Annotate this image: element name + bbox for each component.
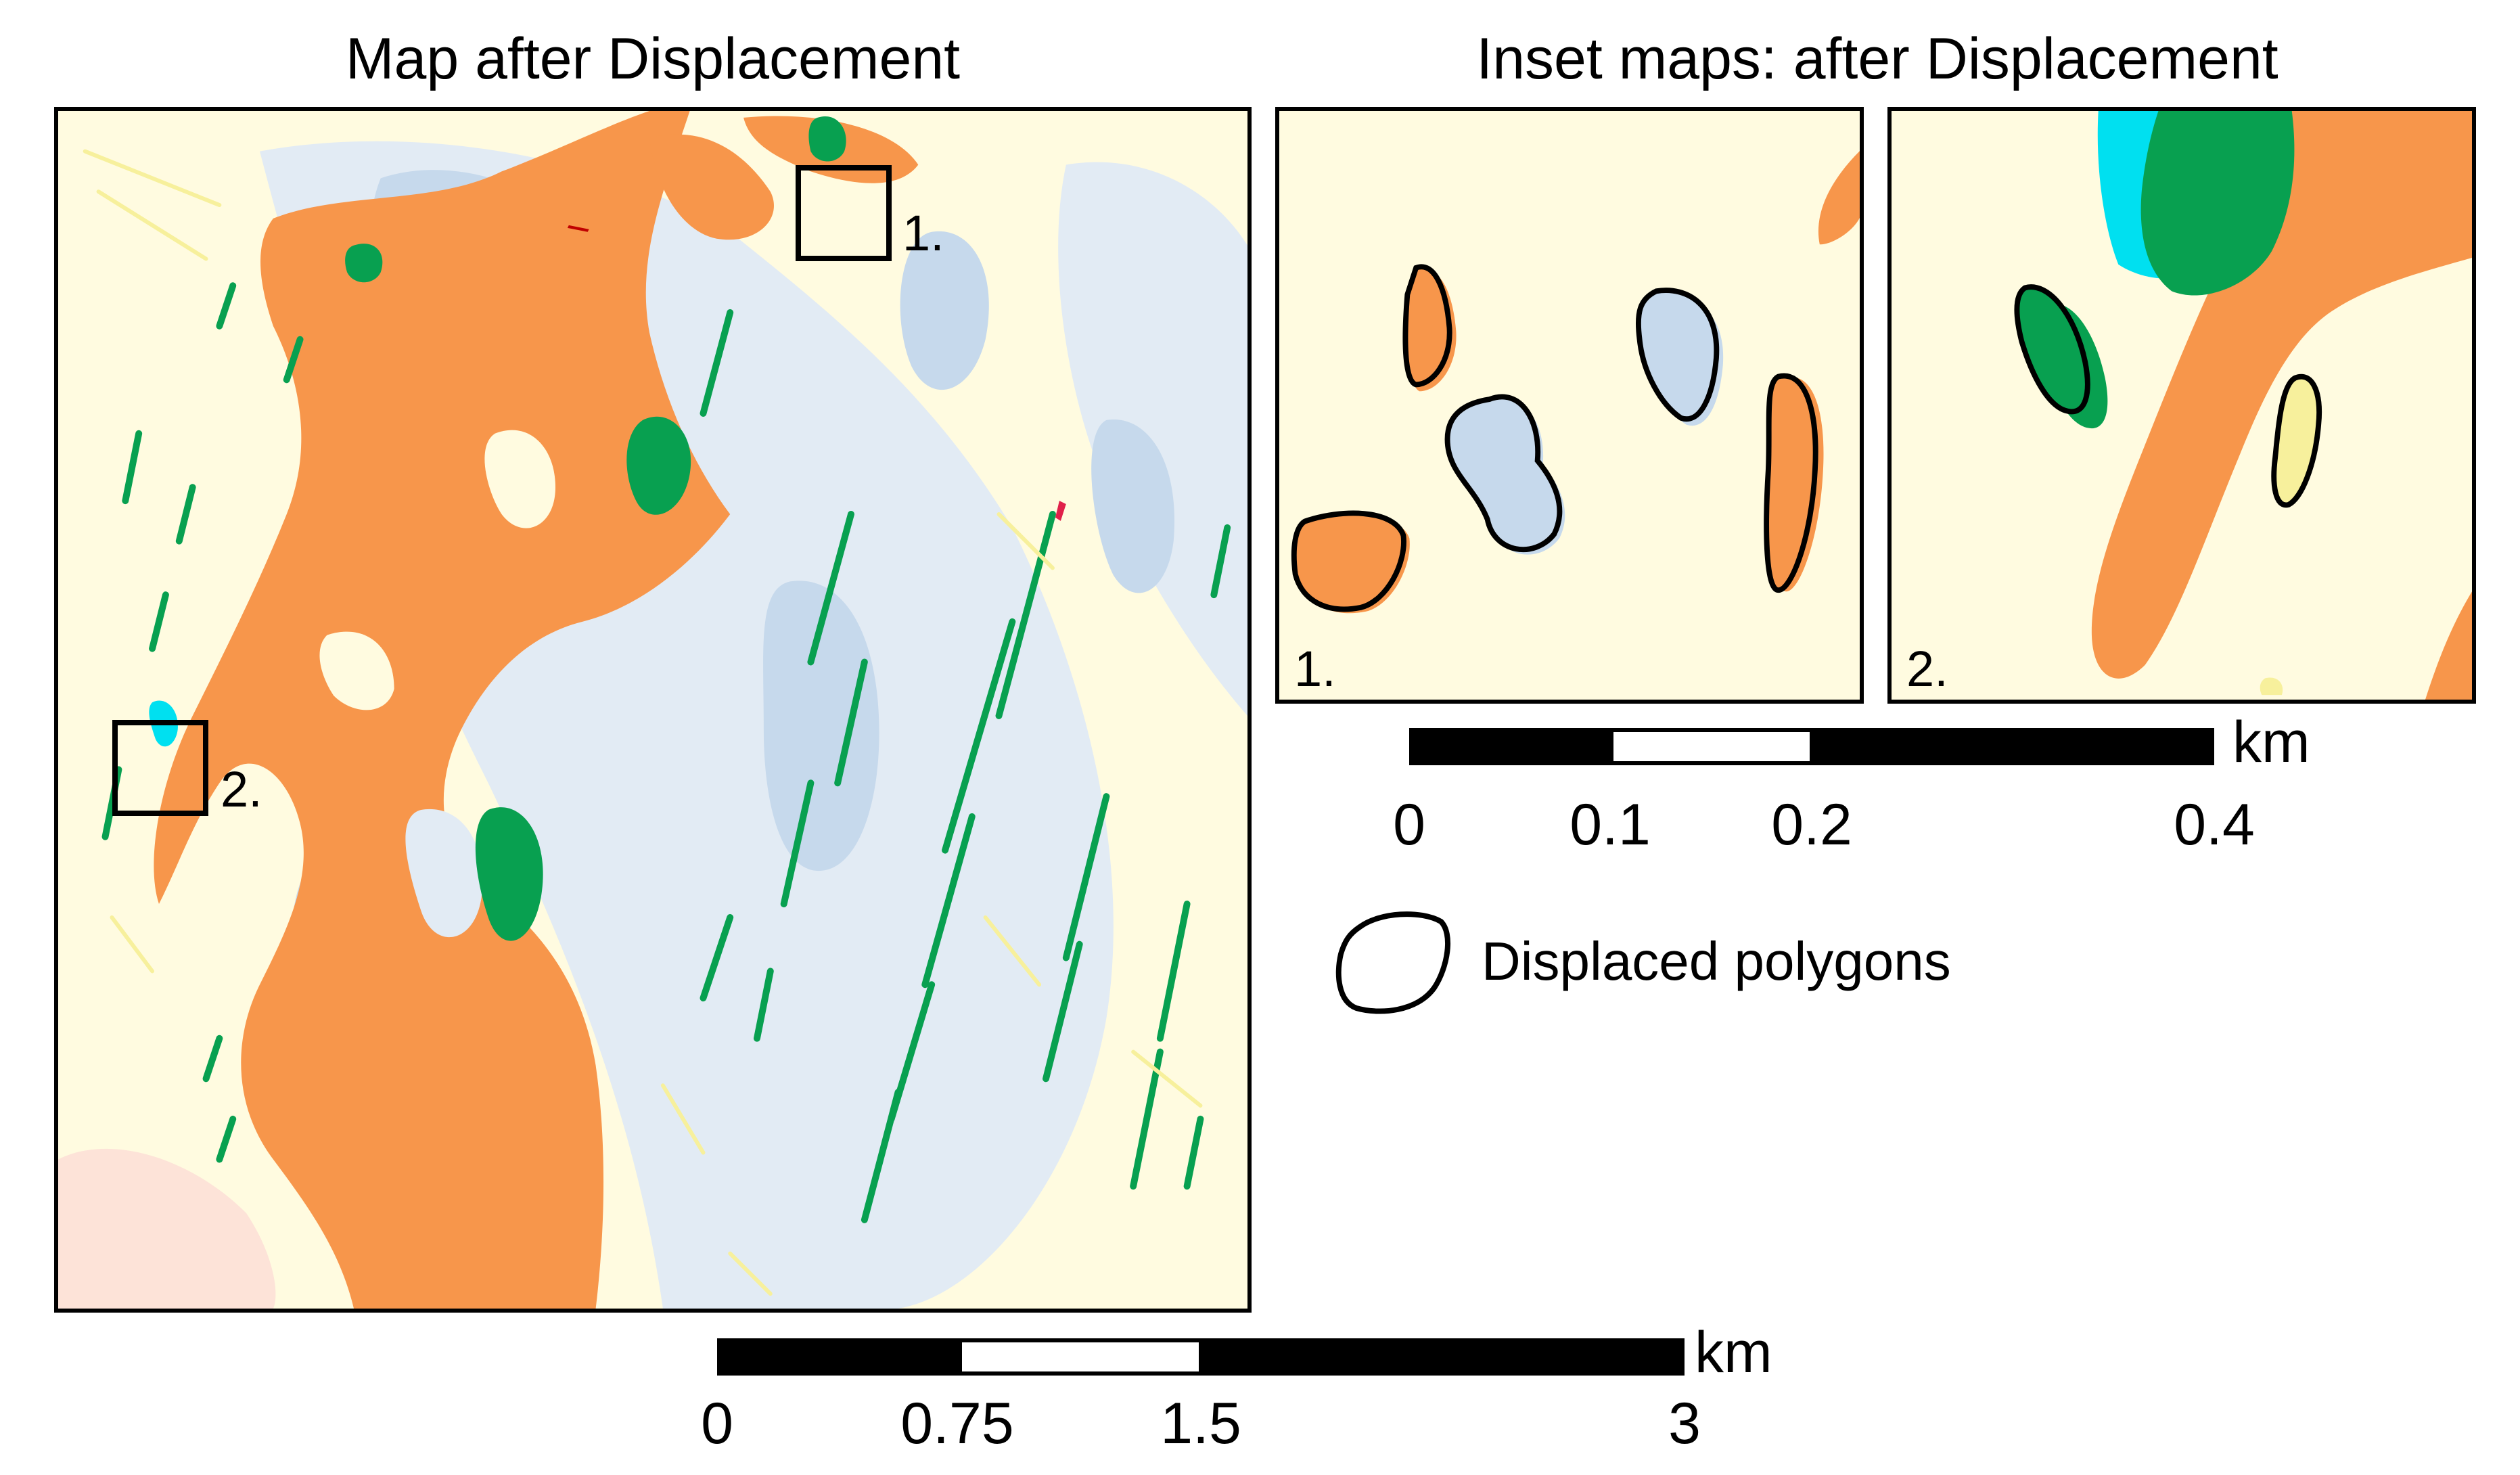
map-region-pale-blue	[1058, 162, 1247, 716]
map-green-streaks	[101, 282, 1231, 1223]
main-scale-seg-3	[1199, 1338, 1685, 1376]
map-region-green	[626, 416, 691, 515]
map-region-light-blue	[1091, 419, 1175, 593]
map-region-green	[808, 116, 846, 162]
map-region-pale-hole	[319, 631, 394, 710]
main-map-title: Map after Displacement	[345, 26, 961, 91]
inset-marker-box-1[interactable]	[796, 165, 892, 261]
map-region-light-blue	[763, 581, 879, 871]
inset-maps-title: Inset maps: after Displacement	[1476, 26, 2278, 91]
main-scale-tick: 0.75	[900, 1391, 1014, 1456]
main-map[interactable]: 1. 2.	[54, 107, 1252, 1313]
inset2-green	[2140, 111, 2295, 296]
inset2-orange	[2425, 591, 2472, 700]
inset-map-1-label: 1.	[1294, 641, 1336, 697]
map-region-pale-hole	[405, 809, 483, 938]
displaced-polygon	[1764, 373, 1818, 593]
inset-map-1-canvas	[1291, 151, 1860, 614]
inset-scale-tick: 0.2	[1771, 792, 1852, 857]
map-region-magenta	[1055, 501, 1066, 521]
inset-scale-seg-1	[1409, 728, 1613, 765]
inset-scale-tick: 0	[1393, 792, 1425, 857]
main-scale-seg-2	[958, 1338, 1203, 1376]
displaced-polygon	[1402, 264, 1452, 388]
main-scale-unit: km	[1695, 1320, 1772, 1385]
map-region-green	[345, 244, 383, 283]
map-region-pink	[58, 1148, 276, 1309]
main-scale-bar	[717, 1338, 1685, 1376]
displaced-polygon	[1635, 288, 1720, 422]
map-region-orange	[649, 134, 774, 240]
legend-displaced-symbol	[1335, 911, 1450, 1014]
inset-map-2-canvas	[2014, 111, 2472, 700]
inset-map-1[interactable]: 1.	[1275, 107, 1864, 704]
inset-marker-label-2: 2.	[221, 761, 262, 817]
inset-marker-box-2[interactable]	[112, 720, 208, 816]
inset-scale-tick: 0.4	[2174, 792, 2255, 857]
inset-scale-unit: km	[2232, 710, 2310, 775]
legend-displaced-label: Displaced polygons	[1482, 931, 1951, 991]
displaced-polygon	[2014, 284, 2090, 415]
displaced-polygon	[2271, 373, 2322, 508]
map-region-magenta	[567, 225, 589, 232]
displaced-polygon	[1444, 394, 1563, 553]
inset1-orange-edge	[1818, 151, 1860, 245]
map-region-orange	[154, 111, 731, 1309]
inset-map-2[interactable]: 2.	[1887, 107, 2476, 704]
main-scale-tick: 1.5	[1160, 1391, 1241, 1456]
inset2-orange	[2091, 111, 2472, 679]
main-scale-tick: 3	[1668, 1391, 1701, 1456]
map-region-light-blue	[900, 231, 989, 390]
main-scale-tick: 0	[701, 1391, 733, 1456]
displaced-polygon	[1291, 510, 1406, 612]
map-region-pale-hole	[484, 430, 555, 528]
map-yellow-streaks	[83, 149, 1203, 1296]
inset-map-2-label: 2.	[1906, 641, 1948, 697]
main-scale-seg-1	[717, 1338, 962, 1376]
map-region-green	[475, 807, 543, 941]
inset-scale-bar	[1409, 728, 2214, 765]
inset-scale-tick: 0.1	[1570, 792, 1651, 857]
inset-scale-seg-2	[1609, 728, 1814, 765]
inset-marker-label-1: 1.	[902, 205, 944, 261]
inset-scale-seg-3	[1810, 728, 2214, 765]
main-map-canvas	[58, 111, 1247, 1309]
